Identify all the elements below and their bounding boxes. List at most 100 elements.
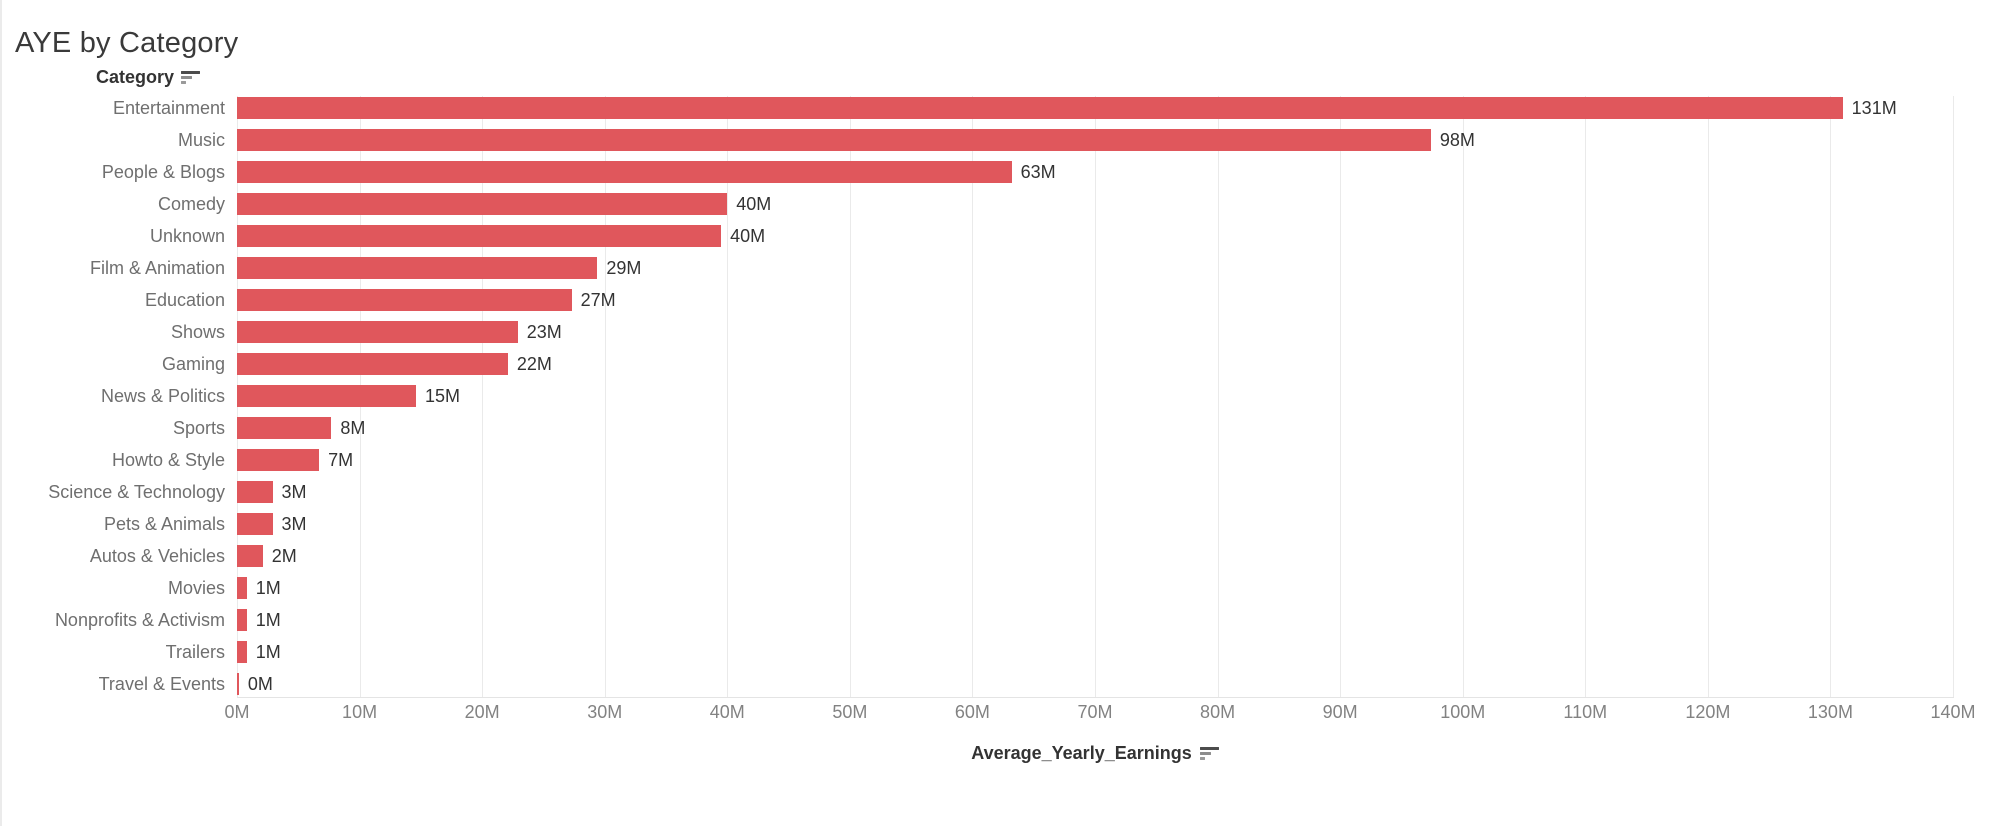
- bar-row: Film & Animation 29M: [0, 257, 2008, 289]
- bar-row: Shows 23M: [0, 321, 2008, 353]
- gridline: [1095, 96, 1096, 697]
- bar[interactable]: [237, 289, 572, 311]
- bar-track: 131M: [237, 97, 1953, 119]
- category-label[interactable]: Shows: [170, 322, 225, 342]
- category-label[interactable]: Comedy: [157, 194, 225, 214]
- x-tick-label: 90M: [1322, 702, 1358, 722]
- bar[interactable]: [237, 449, 320, 471]
- bar[interactable]: [237, 673, 239, 695]
- gridline: [849, 96, 851, 697]
- bar[interactable]: [237, 545, 263, 567]
- category-label[interactable]: Autos & Vehicles: [89, 546, 225, 566]
- bar[interactable]: [237, 161, 1012, 183]
- value-label: 40M: [736, 194, 772, 214]
- gridline: [604, 96, 606, 697]
- gridline: [1340, 96, 1342, 697]
- category-label[interactable]: Nonprofits & Activism: [54, 610, 225, 630]
- bar-row: Unknown 40M: [0, 225, 2008, 257]
- value-label: 40M: [730, 226, 766, 246]
- category-label[interactable]: News & Politics: [100, 386, 225, 406]
- x-axis-line: [237, 697, 1954, 698]
- bar-chart: Entertainment 131M Music 98M People & Blogs 6…: [0, 97, 2008, 705]
- bar-row: Education 27M: [0, 289, 2008, 321]
- value-label: 29M: [606, 258, 642, 278]
- bar-row: Entertainment 131M: [0, 97, 2008, 129]
- bar[interactable]: [237, 577, 247, 599]
- category-label[interactable]: Sports: [172, 418, 225, 438]
- bar[interactable]: [237, 609, 247, 631]
- category-label[interactable]: Entertainment: [112, 98, 225, 118]
- container-left-border: [0, 0, 2, 826]
- bar[interactable]: [237, 481, 273, 503]
- value-label: 8M: [340, 418, 366, 438]
- bar-track: 1M: [237, 609, 1953, 631]
- gridline: [972, 96, 974, 697]
- bar-track: 98M: [237, 129, 1953, 151]
- gridline: [1953, 96, 1954, 697]
- bar-row: Trailers 1M: [0, 641, 2008, 673]
- bar-track: 23M: [237, 321, 1953, 343]
- bar[interactable]: [237, 321, 518, 343]
- value-label: 3M: [281, 482, 307, 502]
- bar[interactable]: [237, 385, 416, 407]
- bar-track: 2M: [237, 545, 1953, 567]
- category-label[interactable]: Unknown: [149, 226, 225, 246]
- bar[interactable]: [237, 353, 508, 375]
- category-label[interactable]: Film & Animation: [89, 258, 225, 278]
- category-label[interactable]: Trailers: [165, 642, 225, 662]
- category-label[interactable]: Gaming: [161, 354, 225, 374]
- value-label: 2M: [271, 546, 297, 566]
- x-axis-label-group[interactable]: Average_Yearly_Earnings: [237, 741, 1953, 765]
- bar-row: Travel & Events 0M: [0, 673, 2008, 705]
- category-label[interactable]: Science & Technology: [48, 482, 225, 502]
- bar[interactable]: [237, 129, 1431, 151]
- value-label: 1M: [255, 642, 281, 662]
- category-label[interactable]: Travel & Events: [98, 674, 225, 694]
- gridline: [482, 96, 484, 697]
- gridline: [1217, 96, 1219, 697]
- bar[interactable]: [237, 225, 722, 247]
- bar-track: 22M: [237, 353, 1953, 375]
- bar-track: 15M: [237, 385, 1953, 407]
- category-label[interactable]: Pets & Animals: [103, 514, 225, 534]
- category-label[interactable]: Music: [177, 130, 225, 150]
- value-label: 1M: [255, 610, 281, 630]
- bar-track: 29M: [237, 257, 1953, 279]
- x-tick-label: 80M: [1200, 702, 1236, 722]
- x-tick-label: 110M: [1563, 702, 1608, 722]
- gridline: [1462, 96, 1464, 697]
- value-label: 15M: [424, 386, 460, 406]
- bar-row: Movies 1M: [0, 577, 2008, 609]
- category-label[interactable]: Education: [144, 290, 225, 310]
- bar-track: 0M: [237, 673, 1953, 695]
- bar[interactable]: [237, 417, 332, 439]
- bar-track: 8M: [237, 417, 1953, 439]
- bar[interactable]: [237, 257, 598, 279]
- x-axis-ticks: 0M 10M 20M 30M 40M 50M 60M 70M 80M 90M 100M 110M 120…: [224, 701, 1975, 725]
- page-title: AYE by Category: [15, 27, 239, 60]
- bar[interactable]: [237, 193, 728, 215]
- sort-descending-icon[interactable]: [1199, 746, 1219, 760]
- value-label: 3M: [281, 514, 307, 534]
- bar-track: 63M: [237, 161, 1953, 183]
- row-header-category[interactable]: Category: [96, 64, 201, 90]
- sort-descending-icon[interactable]: [181, 70, 201, 84]
- bar-track: 1M: [237, 641, 1953, 663]
- value-label: 27M: [580, 290, 616, 310]
- bar[interactable]: [237, 97, 1843, 119]
- gridline: [1585, 96, 1587, 697]
- row-header-label: Category: [96, 66, 175, 87]
- bar-row: Music 98M: [0, 129, 2008, 161]
- category-label[interactable]: Howto & Style: [111, 450, 225, 470]
- gridline: [727, 96, 729, 697]
- bar[interactable]: [237, 513, 273, 535]
- category-label[interactable]: Movies: [167, 578, 225, 598]
- x-tick-label: 40M: [709, 702, 745, 722]
- bar-row: People & Blogs 63M: [0, 161, 2008, 193]
- bar-track: 40M: [237, 225, 1953, 247]
- x-tick-label: 10M: [342, 702, 378, 722]
- value-label: 98M: [1439, 130, 1475, 150]
- bar-row: Science & Technology 3M: [0, 481, 2008, 513]
- category-label[interactable]: People & Blogs: [101, 162, 225, 182]
- bar[interactable]: [237, 641, 247, 663]
